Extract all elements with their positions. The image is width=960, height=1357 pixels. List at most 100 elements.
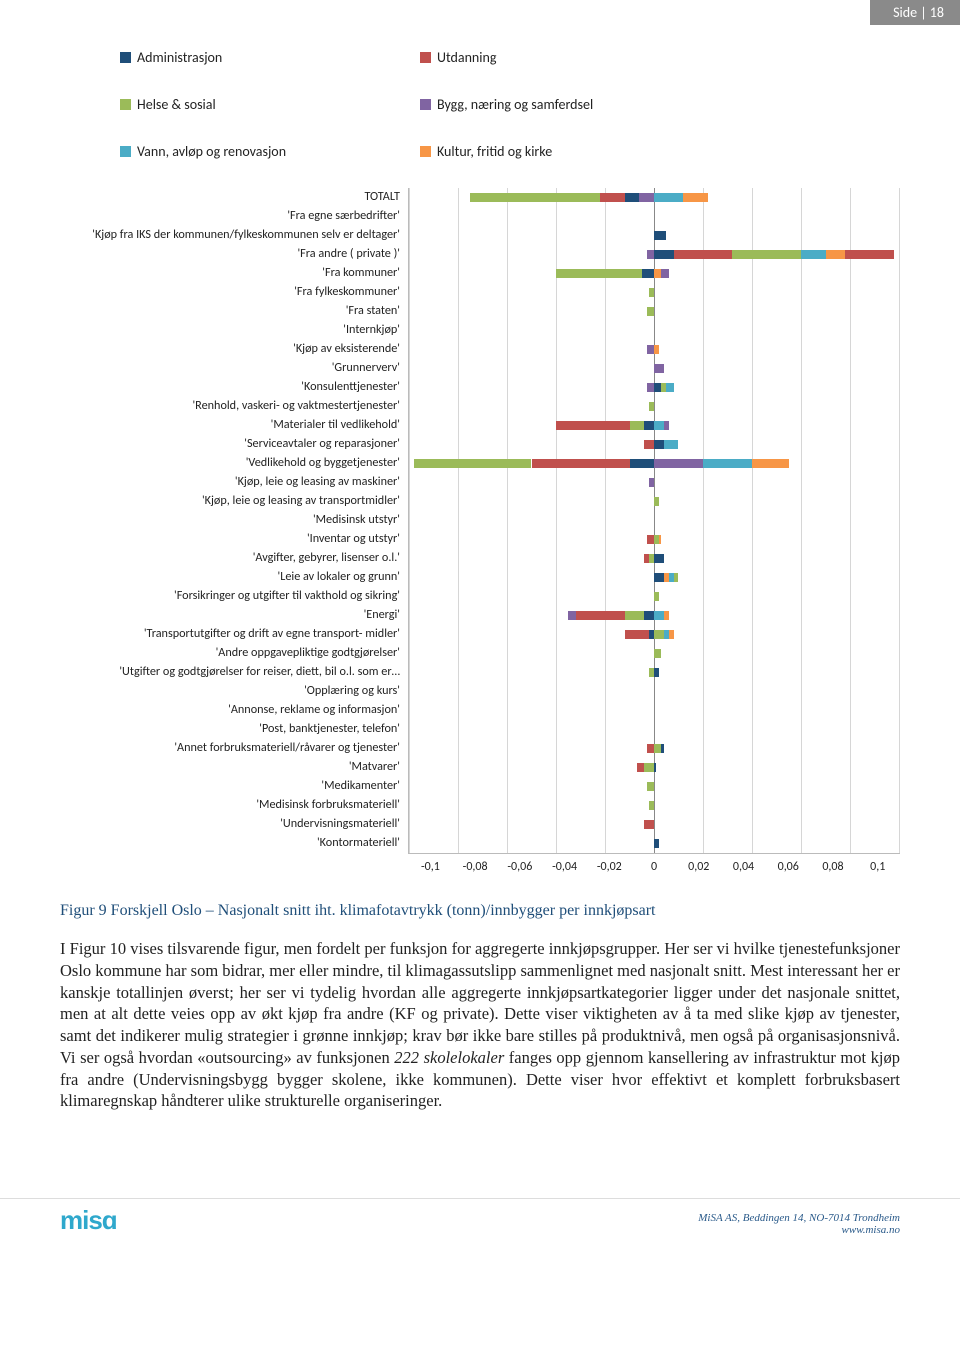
x-tick: 0,06 — [766, 860, 811, 874]
bar-segment — [630, 421, 645, 430]
bar-segment — [556, 269, 642, 278]
bar-segment — [556, 421, 630, 430]
bar-segment — [801, 250, 826, 259]
y-axis-label: 'Kjøp, leie og leasing av transportmidle… — [60, 492, 400, 511]
bar-segment — [664, 611, 669, 620]
legend-swatch — [420, 146, 431, 157]
bar-segment — [664, 440, 679, 449]
y-axis-label: 'Materialer til vedlikehold' — [60, 416, 400, 435]
bar-segment — [654, 250, 674, 259]
bar-row — [409, 720, 899, 739]
y-axis-label: 'Grunnerverv' — [60, 359, 400, 378]
bar-segment — [642, 269, 654, 278]
legend-label: Utdanning — [437, 49, 496, 66]
y-axis-label: 'Vedlikehold og byggetjenester' — [60, 454, 400, 473]
bar-segment — [649, 288, 654, 297]
bar-segment — [532, 459, 630, 468]
bar-row — [409, 416, 899, 435]
bar-row — [409, 188, 899, 207]
bar-segment — [637, 763, 644, 772]
bar-segment — [654, 345, 659, 354]
bar-row — [409, 264, 899, 283]
bar-segment — [644, 440, 654, 449]
x-tick: -0,1 — [408, 860, 453, 874]
bar-segment — [661, 744, 663, 753]
figure-caption: Figur 9 Forskjell Oslo – Nasjonalt snitt… — [60, 902, 900, 920]
y-axis-label: 'Avgifter, gebyrer, lisenser o.l.' — [60, 549, 400, 568]
legend-swatch — [120, 52, 131, 63]
bar-row — [409, 397, 899, 416]
bar-segment — [654, 421, 664, 430]
page-number: Side | 18 — [893, 4, 944, 21]
bar-row — [409, 777, 899, 796]
bar-row — [409, 758, 899, 777]
y-axis-label: 'Fra egne særbedrifter' — [60, 207, 400, 226]
bar-segment — [654, 630, 664, 639]
legend-item: Kultur, fritid og kirke — [420, 143, 660, 160]
y-axis-label: 'Kjøp fra IKS der kommunen/fylkeskommune… — [60, 226, 400, 245]
bar-segment — [649, 801, 654, 810]
x-tick: -0,04 — [542, 860, 587, 874]
bar-segment — [654, 231, 666, 240]
y-axis-label: 'Utgifter og godtgjørelser for reiser, d… — [60, 663, 400, 682]
bar-segment — [654, 459, 703, 468]
bar-segment — [576, 611, 625, 620]
bar-row — [409, 321, 899, 340]
page-header: Side | 18 — [870, 0, 960, 25]
chart-legend: AdministrasjonUtdanningHelse & sosialByg… — [120, 49, 900, 160]
y-axis-label: 'Renhold, vaskeri- og vaktmestertjeneste… — [60, 397, 400, 416]
legend-label: Administrasjon — [137, 49, 222, 66]
bar-segment — [625, 611, 645, 620]
bar-row — [409, 492, 899, 511]
y-axis-label: 'Fra andre ( private )' — [60, 245, 400, 264]
x-tick: 0,08 — [811, 860, 856, 874]
bar-segment — [644, 820, 654, 829]
bar-segment — [659, 535, 661, 544]
y-axis-label: 'Kjøp, leie og leasing av maskiner' — [60, 473, 400, 492]
legend-label: Vann, avløp og renovasjon — [137, 143, 286, 160]
bar-segment — [470, 193, 600, 202]
bar-segment — [647, 307, 654, 316]
y-axis-label: 'Medikamenter' — [60, 777, 400, 796]
bar-segment — [644, 611, 654, 620]
legend-swatch — [120, 146, 131, 157]
bar-row — [409, 207, 899, 226]
y-axis-label: 'Fra fylkeskommuner' — [60, 283, 400, 302]
legend-label: Helse & sosial — [137, 96, 216, 113]
bar-segment — [654, 440, 664, 449]
bar-segment — [654, 364, 664, 373]
y-axis-label: 'Serviceavtaler og reparasjoner' — [60, 435, 400, 454]
body-paragraph: I Figur 10 vises tilsvarende figur, men … — [60, 938, 900, 1112]
x-tick: 0,1 — [855, 860, 900, 874]
y-axis-label: 'Opplæring og kurs' — [60, 682, 400, 701]
legend-swatch — [420, 52, 431, 63]
x-tick: 0 — [632, 860, 677, 874]
y-axis-label: TOTALT — [60, 188, 400, 207]
y-axis-label: 'Undervisningsmateriell' — [60, 815, 400, 834]
bar-segment — [630, 459, 655, 468]
x-axis: -0,1-0,08-0,06-0,04-0,0200,020,040,060,0… — [408, 860, 900, 874]
x-tick: -0,02 — [587, 860, 632, 874]
bar-row — [409, 663, 899, 682]
bar-row — [409, 340, 899, 359]
x-tick: -0,08 — [453, 860, 498, 874]
y-axis-label: 'Medisinsk utstyr' — [60, 511, 400, 530]
legend-item: Administrasjon — [120, 49, 360, 66]
bar-segment — [649, 478, 654, 487]
bar-segment — [625, 193, 640, 202]
bar-segment — [674, 573, 679, 582]
bar-segment — [568, 611, 575, 620]
y-axis-label: 'Leie av lokaler og grunn' — [60, 568, 400, 587]
legend-swatch — [120, 99, 131, 110]
bar-segment — [826, 250, 846, 259]
bar-segment — [845, 250, 894, 259]
bar-segment — [625, 630, 650, 639]
bar-row — [409, 815, 899, 834]
y-axis-label: 'Andre oppgavepliktige godtgjørelser' — [60, 644, 400, 663]
bar-row — [409, 245, 899, 264]
bar-row — [409, 701, 899, 720]
bar-segment — [661, 269, 668, 278]
chart: TOTALT'Fra egne særbedrifter''Kjøp fra I… — [60, 188, 900, 854]
bar-row — [409, 454, 899, 473]
y-axis-label: 'Matvarer' — [60, 758, 400, 777]
